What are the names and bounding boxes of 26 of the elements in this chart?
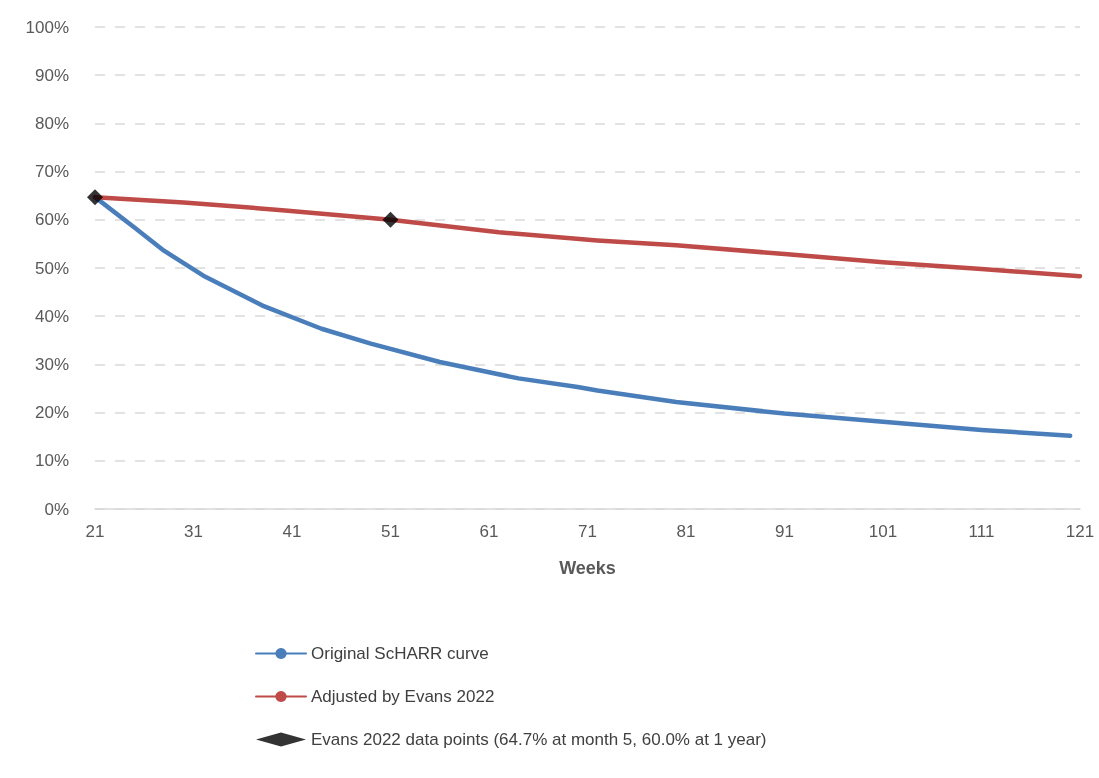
y-tick-label: 50% [34, 258, 69, 278]
y-tick-label: 100% [25, 17, 69, 37]
x-tick-label: 21 [85, 522, 105, 541]
x-tick-label: 91 [775, 522, 794, 541]
y-tick-label: 60% [34, 210, 69, 230]
y-tick-label: 70% [34, 162, 69, 182]
x-tick-label: 71 [578, 522, 597, 541]
y-tick-label: 0% [44, 499, 69, 519]
y-tick-label: 20% [34, 403, 69, 423]
y-tick-label: 10% [34, 451, 69, 471]
y-tick-label: 30% [34, 354, 69, 374]
y-tick-label: 40% [34, 306, 69, 326]
x-tick-label: 121 [1065, 522, 1095, 541]
x-tick-label: 51 [381, 522, 400, 541]
x-tick-label: 81 [676, 522, 696, 541]
x-tick-label: 41 [282, 522, 302, 541]
legend-label: Adjusted by Evans 2022 [311, 687, 495, 706]
x-axis-title: Weeks [559, 558, 616, 578]
y-tick-label: 90% [34, 65, 69, 85]
x-tick-label: 111 [968, 522, 995, 541]
y-tick-label: 80% [34, 113, 69, 133]
x-tick-label: 31 [184, 522, 203, 541]
legend-label: Evans 2022 data points (64.7% at month 5, 60.0% at 1 year) [311, 730, 767, 749]
legend-label: Original ScHARR curve [311, 644, 489, 663]
x-tick-label: 101 [868, 522, 898, 541]
x-tick-label: 61 [479, 522, 499, 541]
